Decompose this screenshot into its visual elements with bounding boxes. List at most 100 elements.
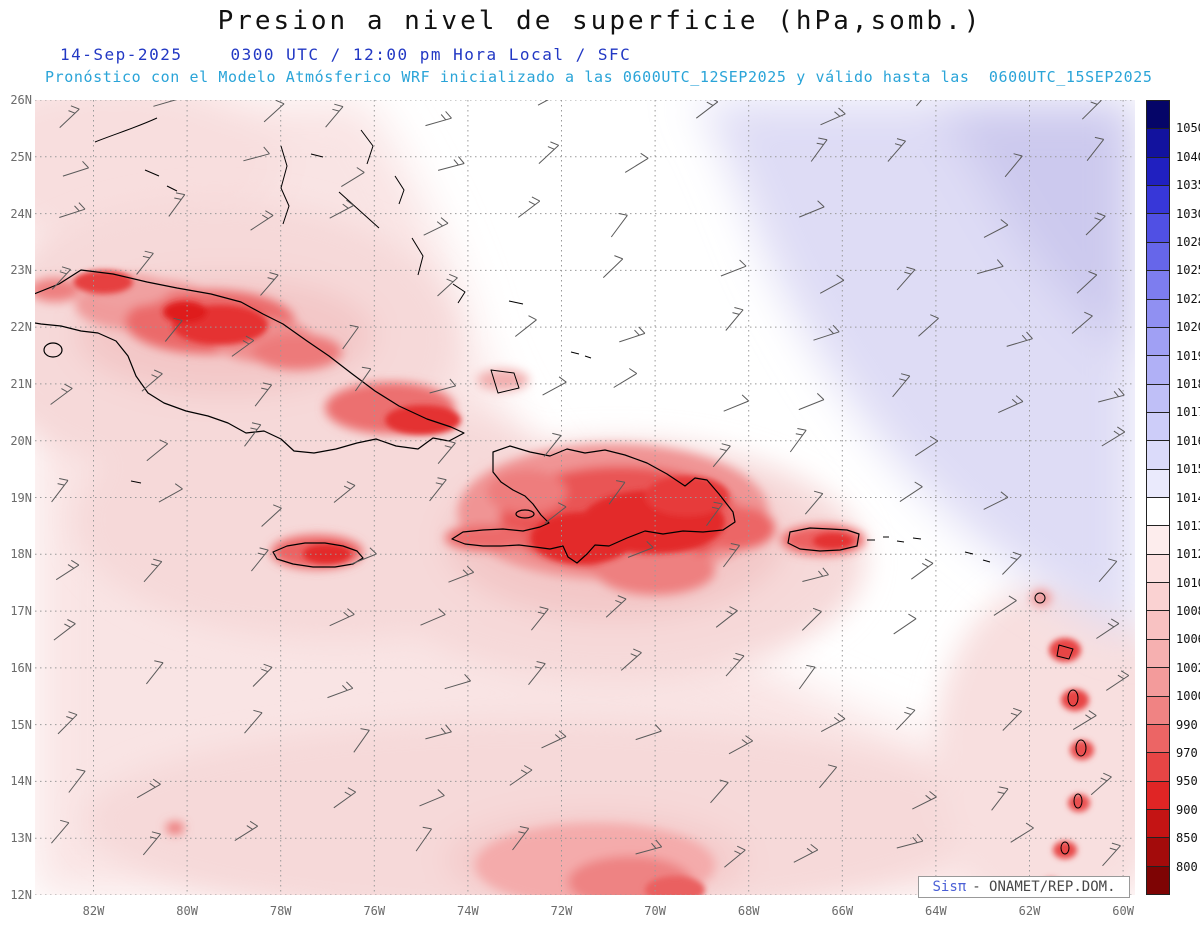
chart-title: Presion a nivel de superficie (hPa,somb.…: [217, 6, 983, 36]
colorbar-label-1019: 1019: [1176, 348, 1200, 363]
wind-barb: [1010, 822, 1034, 843]
lon-label-66W: 66W: [831, 904, 854, 918]
wind-barb: [998, 395, 1024, 414]
colorbar-label-1020: 1020: [1176, 320, 1200, 335]
colorbar-label-1008: 1008: [1176, 604, 1200, 619]
colorbar-label-1006: 1006: [1176, 632, 1200, 647]
wind-barb: [896, 266, 916, 291]
wind-barb: [420, 608, 446, 626]
wind-barb: [799, 200, 825, 218]
wind-barb: [801, 607, 822, 631]
wind-barb: [142, 831, 161, 856]
wind-barb: [627, 541, 654, 558]
lon-label-82W: 82W: [82, 904, 105, 918]
wind-barb: [517, 196, 541, 218]
wind-barb: [602, 255, 624, 278]
wind-barb: [1085, 212, 1106, 236]
wind-barbs: [50, 100, 1130, 868]
wind-barb: [983, 219, 1009, 238]
wind-barb: [244, 422, 262, 447]
colorbar-cell-14: [1147, 498, 1169, 527]
wind-barb: [810, 137, 828, 162]
lat-label-15N: 15N: [10, 717, 32, 732]
colorbar-label-1018: 1018: [1176, 376, 1200, 391]
colorbar-cell-11: [1147, 412, 1169, 442]
wind-barb: [724, 845, 746, 868]
lon-label-78W: 78W: [269, 904, 292, 918]
wind-barb: [723, 543, 740, 568]
colorbar-label-1028: 1028: [1176, 234, 1200, 249]
wind-barb: [263, 100, 285, 123]
colorbar-cell-4: [1147, 214, 1169, 243]
lat-label-23N: 23N: [10, 263, 32, 278]
wind-barb: [261, 504, 282, 527]
wind-barb: [141, 369, 163, 392]
wind-barb: [158, 483, 183, 503]
colorbar-label-1010: 1010: [1176, 575, 1200, 590]
colorbar-cell-27: [1147, 866, 1169, 895]
wind-barb: [329, 199, 354, 219]
wind-barb: [168, 192, 186, 217]
wind-barb: [916, 100, 923, 107]
wind-barb: [1004, 153, 1023, 178]
valid-time: 0300 UTC / 12:00 pm Hora Local / SFC: [230, 45, 632, 64]
wind-barb: [543, 432, 562, 457]
colorbar-cell-22: [1147, 724, 1169, 754]
colorbar-label-1030: 1030: [1176, 206, 1200, 221]
colorbar-label-1035: 1035: [1176, 178, 1200, 193]
wind-barb: [899, 481, 923, 503]
wind-barb: [544, 502, 567, 524]
wind-barb: [819, 764, 838, 789]
colorbar-cell-20: [1147, 668, 1169, 697]
colorbar-label-1000: 1000: [1176, 689, 1200, 704]
wind-barb: [712, 443, 731, 468]
wind-barb: [804, 490, 824, 515]
wind-barb: [419, 789, 445, 807]
wind-barb: [444, 673, 471, 690]
colorbar-label-970: 970: [1176, 746, 1198, 761]
wind-barb: [231, 335, 255, 357]
wind-barb: [619, 326, 646, 343]
lon-label-70W: 70W: [644, 904, 666, 918]
wind-barb: [820, 713, 846, 733]
lon-label-80W: 80W: [176, 904, 198, 918]
wind-barb: [143, 558, 163, 583]
wind-barb: [234, 820, 258, 842]
pressure-shading: [35, 100, 1135, 895]
wind-barb: [1076, 271, 1098, 294]
wind-barb: [55, 559, 80, 581]
lat-label-20N: 20N: [10, 433, 32, 448]
wind-barb: [789, 428, 807, 453]
wind-barb: [820, 107, 846, 126]
colorbar-label-1016: 1016: [1176, 433, 1200, 448]
wind-barb: [896, 706, 916, 731]
wind-barb: [991, 786, 1009, 811]
wind-barb: [715, 606, 738, 628]
wind-barb: [50, 383, 73, 405]
wind-barb: [1101, 426, 1126, 447]
lat-label-25N: 25N: [10, 149, 32, 164]
wind-barb: [725, 652, 745, 677]
colorbar-cell-10: [1147, 384, 1169, 413]
wind-barb: [351, 547, 377, 565]
lon-label-76W: 76W: [363, 904, 386, 918]
colorbar-cell-1: [1147, 129, 1169, 158]
wind-barb: [798, 393, 825, 411]
colorbar-label-1017: 1017: [1176, 405, 1200, 420]
hispaniola-coastline: [451, 445, 736, 564]
wind-barb: [531, 606, 549, 631]
wind-barb: [911, 558, 934, 580]
lat-label-14N: 14N: [10, 774, 32, 789]
wind-barb: [353, 728, 370, 753]
wind-barb: [723, 394, 750, 412]
wind-barb: [53, 619, 76, 641]
wind-barb: [983, 491, 1009, 510]
colorbar-cell-26: [1147, 838, 1169, 867]
wind-barb: [802, 567, 829, 582]
colorbar-label-1040: 1040: [1176, 149, 1200, 164]
lon-label-72W: 72W: [550, 904, 573, 918]
wind-barb: [892, 373, 911, 398]
wind-barb: [260, 272, 279, 296]
wind-barb: [146, 439, 169, 462]
lat-label-19N: 19N: [10, 490, 32, 505]
